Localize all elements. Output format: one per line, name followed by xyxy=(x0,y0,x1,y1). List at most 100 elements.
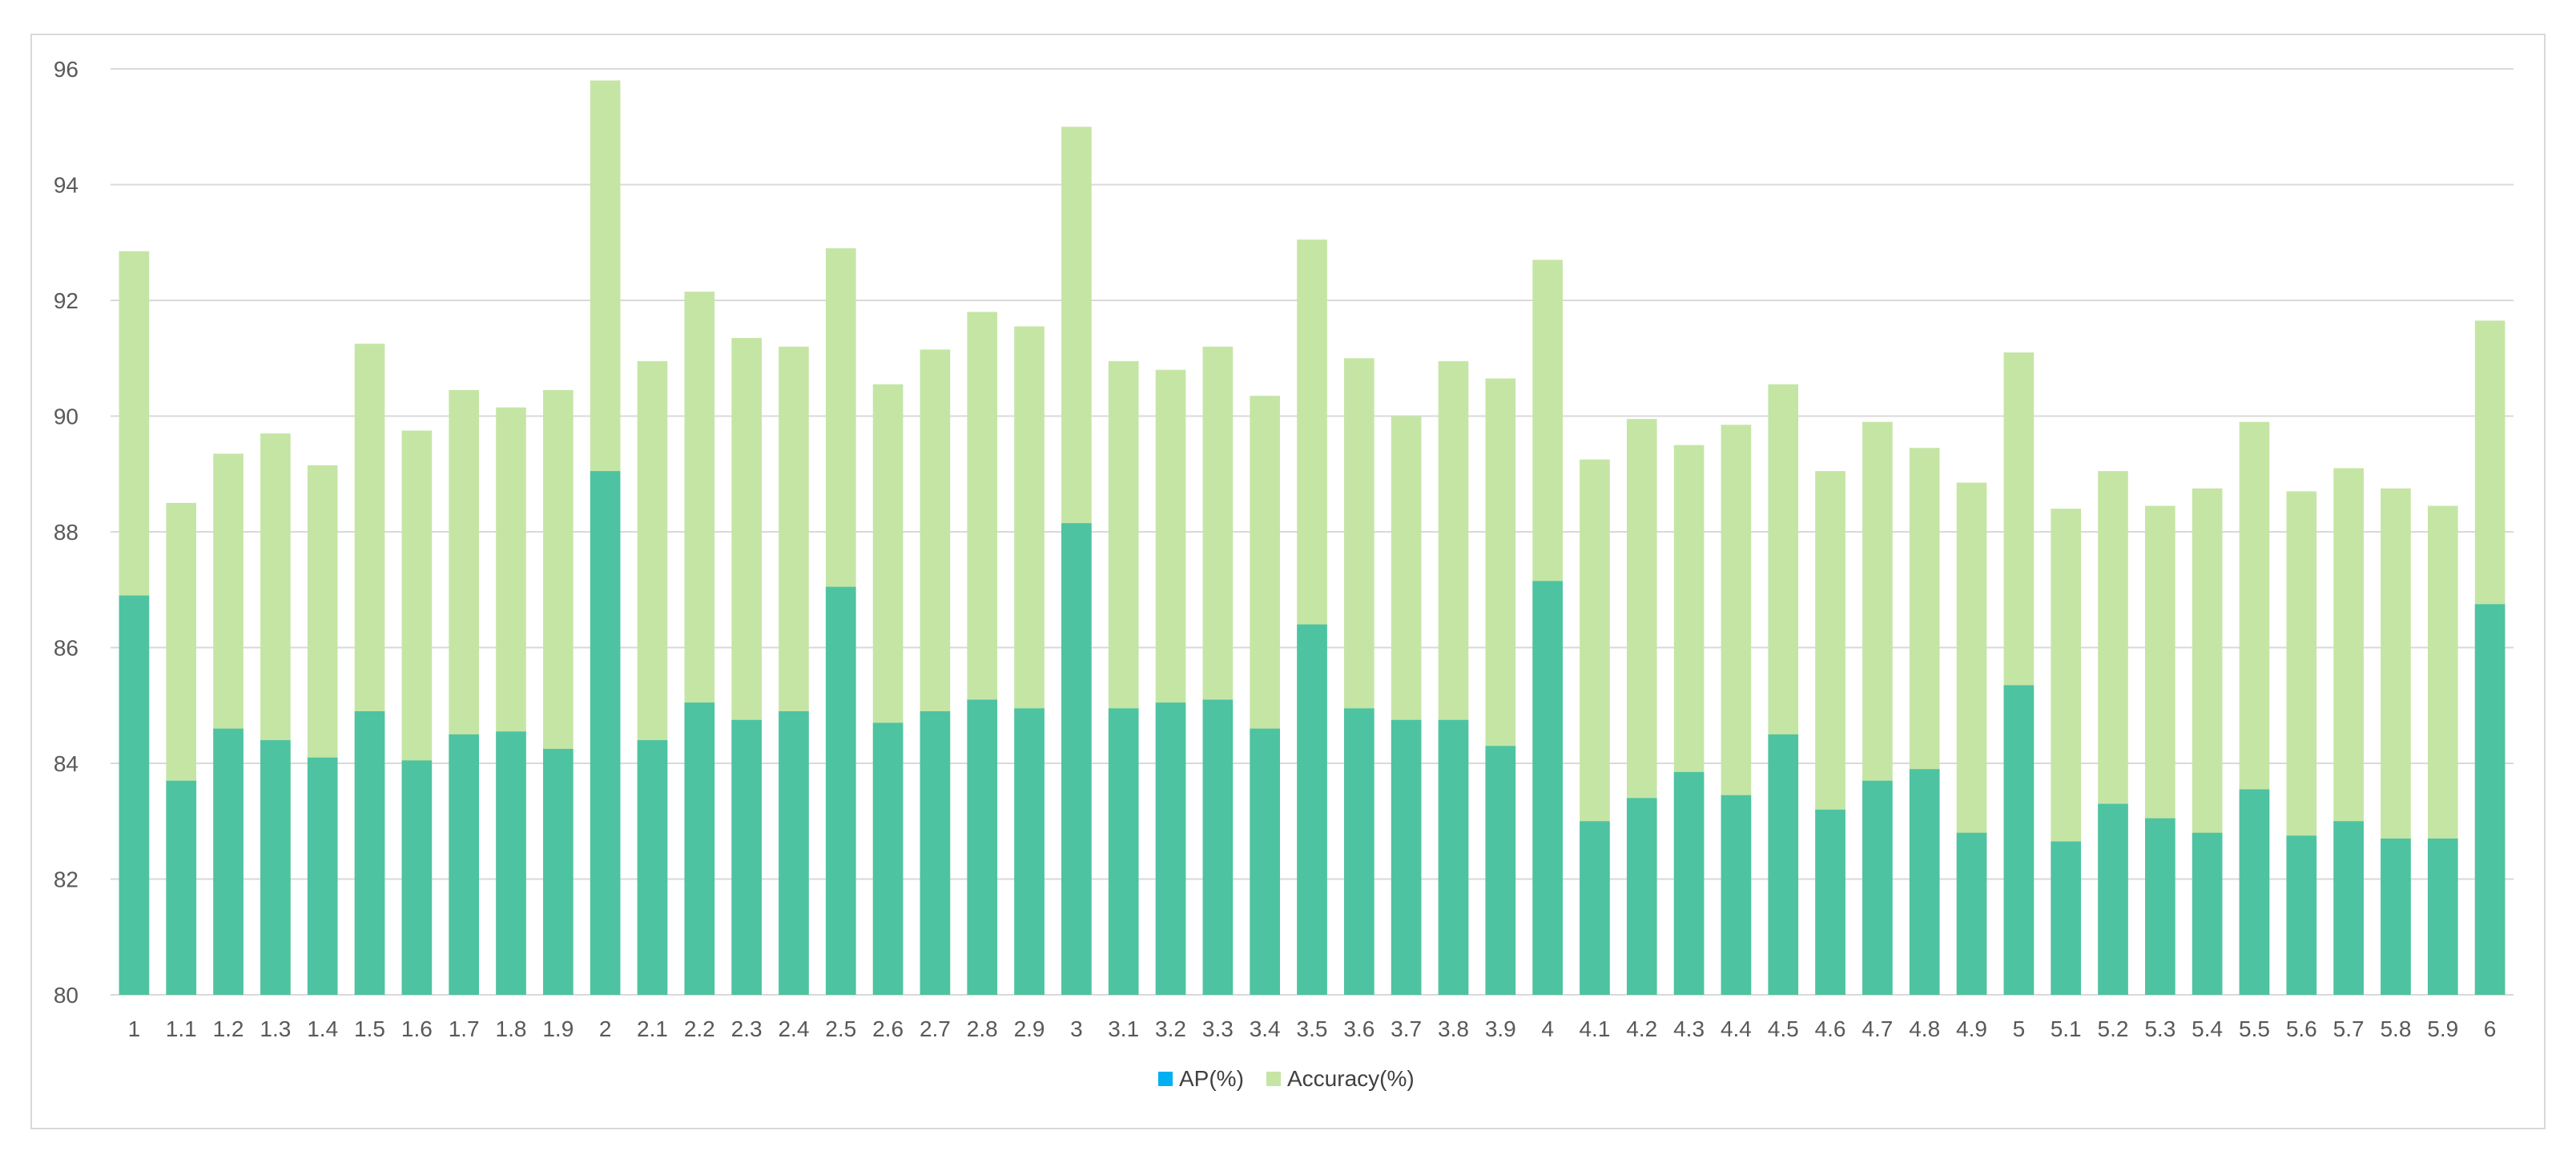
x-tick-label: 3.7 xyxy=(1391,1016,1422,1041)
bar-ap xyxy=(2333,821,2364,995)
x-tick-label: 2.3 xyxy=(731,1016,763,1041)
bar-ap xyxy=(1532,581,1563,995)
bar-ap xyxy=(1155,702,1186,995)
bar-ap xyxy=(2286,835,2317,995)
bar-ap xyxy=(2051,841,2081,995)
x-tick-label: 4.9 xyxy=(1956,1016,1987,1041)
bar-ap xyxy=(307,757,338,995)
x-tick-label: 4 xyxy=(1541,1016,1554,1041)
x-tick-label: 1.3 xyxy=(260,1016,291,1041)
bar-ap xyxy=(872,722,904,995)
x-tick-label: 5.7 xyxy=(2333,1016,2365,1041)
x-tick-label: 4.6 xyxy=(1815,1016,1846,1041)
bar-ap xyxy=(1391,719,1422,995)
y-tick-label: 80 xyxy=(54,983,78,1008)
bar-ap xyxy=(166,780,197,995)
x-axis-ticks: 1 1.1 1.2 1.3 1.4 1.5 1.6 1.7 1.8 1.9 2 2.1 2.2 2.3 2.… xyxy=(128,1016,2497,1041)
bar-ap xyxy=(1721,795,1752,995)
y-tick-label: 92 xyxy=(54,288,78,313)
legend: AP(%) Accuracy(%) xyxy=(1158,1066,1415,1091)
x-tick-label: 3.4 xyxy=(1250,1016,1281,1041)
bar-ap xyxy=(2098,803,2128,995)
x-tick-label: 1.6 xyxy=(401,1016,433,1041)
x-tick-label: 2.1 xyxy=(637,1016,668,1041)
x-tick-label: 3.6 xyxy=(1343,1016,1375,1041)
x-tick-label: 1.9 xyxy=(542,1016,574,1041)
bar-ap xyxy=(2381,838,2411,995)
bar-ap xyxy=(1297,624,1327,995)
legend-swatch-ap xyxy=(1158,1072,1173,1086)
bar-ap xyxy=(684,702,715,995)
bar-ap xyxy=(1250,728,1280,995)
x-tick-label: 5.8 xyxy=(2380,1016,2411,1041)
x-tick-label: 1.4 xyxy=(307,1016,338,1041)
bar-ap xyxy=(1061,523,1092,995)
legend-label-ap: AP(%) xyxy=(1179,1066,1244,1091)
bar-ap xyxy=(1815,809,1845,995)
y-tick-label: 86 xyxy=(54,636,78,661)
chart-area: 80 82 84 86 88 90 92 94 96 1 1.1 1.2 1.3 1.4 1.5 1.6 1.… xyxy=(30,34,2546,1129)
bar-ap xyxy=(825,586,856,995)
bar-ap xyxy=(731,719,762,995)
bar-ap xyxy=(1014,708,1044,995)
bar-ap xyxy=(2239,789,2270,995)
bar-ap xyxy=(354,710,385,995)
x-tick-label: 4.1 xyxy=(1579,1016,1610,1041)
bar-ap xyxy=(1108,708,1139,995)
x-tick-label: 5 xyxy=(2013,1016,2026,1041)
x-tick-label: 5.6 xyxy=(2286,1016,2317,1041)
x-tick-label: 4.4 xyxy=(1721,1016,1752,1041)
x-tick-label: 5.2 xyxy=(2098,1016,2129,1041)
y-tick-label: 90 xyxy=(54,404,78,429)
x-tick-label: 4.3 xyxy=(1673,1016,1705,1041)
x-tick-label: 4.7 xyxy=(1862,1016,1893,1041)
x-tick-label: 1.5 xyxy=(354,1016,385,1041)
y-tick-label: 94 xyxy=(54,173,78,198)
bar-ap xyxy=(1344,708,1375,995)
bar-ap xyxy=(1768,734,1799,995)
x-tick-label: 2.4 xyxy=(778,1016,809,1041)
x-tick-label: 3.2 xyxy=(1155,1016,1186,1041)
x-tick-label: 1.8 xyxy=(496,1016,527,1041)
x-tick-label: 1 xyxy=(128,1016,141,1041)
bar-ap xyxy=(2145,818,2176,995)
bar-ap xyxy=(213,728,244,995)
bar-ap xyxy=(1673,771,1705,995)
x-tick-label: 5.1 xyxy=(2051,1016,2082,1041)
x-tick-label: 6 xyxy=(2484,1016,2497,1041)
x-tick-label: 3 xyxy=(1070,1016,1083,1041)
bar-ap xyxy=(1580,821,1610,995)
y-tick-label: 82 xyxy=(54,867,78,892)
x-tick-label: 1.7 xyxy=(449,1016,480,1041)
x-tick-label: 3.8 xyxy=(1438,1016,1469,1041)
x-tick-label: 5.5 xyxy=(2239,1016,2270,1041)
y-tick-label: 84 xyxy=(54,751,78,776)
y-axis-ticks: 80 82 84 86 88 90 92 94 96 xyxy=(54,57,78,1008)
bar-ap xyxy=(496,731,526,995)
x-tick-label: 4.5 xyxy=(1768,1016,1799,1041)
legend-swatch-accuracy xyxy=(1266,1072,1281,1086)
bar-ap xyxy=(1909,769,1940,995)
x-tick-label: 2.5 xyxy=(825,1016,856,1041)
x-tick-label: 2 xyxy=(599,1016,612,1041)
x-tick-label: 5.3 xyxy=(2144,1016,2176,1041)
bar-ap xyxy=(119,595,150,995)
x-tick-label: 1.2 xyxy=(213,1016,244,1041)
x-tick-label: 1.1 xyxy=(166,1016,197,1041)
bar-ap xyxy=(2192,832,2223,995)
bars xyxy=(119,80,2506,996)
x-tick-label: 3.1 xyxy=(1108,1016,1139,1041)
x-tick-label: 3.3 xyxy=(1202,1016,1234,1041)
x-tick-label: 2.8 xyxy=(967,1016,998,1041)
bar-ap xyxy=(779,710,809,995)
y-tick-label: 88 xyxy=(54,520,78,545)
bar-ap xyxy=(401,760,433,995)
bar-ap xyxy=(637,740,668,995)
x-tick-label: 2.9 xyxy=(1014,1016,1045,1041)
x-tick-label: 2.6 xyxy=(872,1016,904,1041)
bar-ap xyxy=(1438,719,1469,995)
x-tick-label: 5.9 xyxy=(2427,1016,2458,1041)
x-tick-label: 4.8 xyxy=(1909,1016,1940,1041)
x-tick-label: 3.9 xyxy=(1485,1016,1516,1041)
bar-ap xyxy=(590,471,621,995)
